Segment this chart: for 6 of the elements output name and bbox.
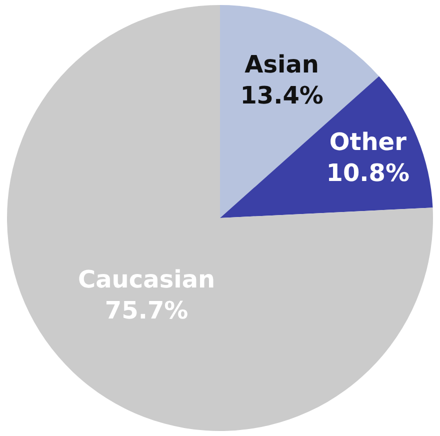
slice-label: Other xyxy=(329,128,407,156)
pie-slice xyxy=(220,76,433,218)
pie-slice xyxy=(7,5,433,431)
data-label: 13.4% xyxy=(240,82,324,110)
data-label: 10.8% xyxy=(326,159,410,188)
slice-label: Asian xyxy=(244,50,320,78)
